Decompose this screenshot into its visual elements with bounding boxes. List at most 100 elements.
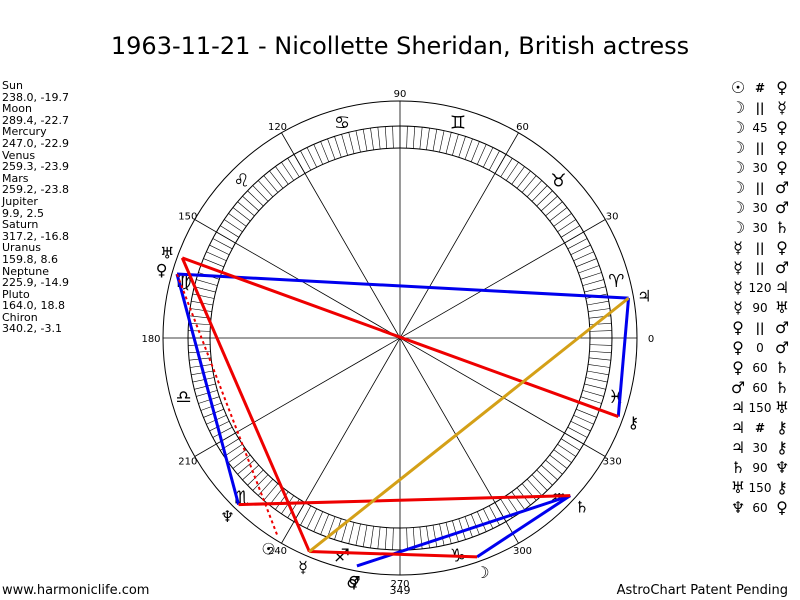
degree-tick [232, 454, 251, 469]
degree-label: 30 [606, 212, 619, 223]
zodiac-sign-icon: ♋ [334, 113, 350, 134]
planet-chiron-icon: ⚷ [627, 413, 639, 432]
aspect-symbol: || [755, 101, 765, 115]
aspect-planet1-icon: ☽ [730, 158, 746, 177]
aspect-planet2-icon: ♆ [774, 458, 790, 477]
position-value: 259.2, -23.8 [2, 183, 69, 197]
degree-tick [190, 308, 212, 312]
aspect-planet2-icon: ♅ [774, 298, 790, 317]
aspect-planet1-icon: ☽ [730, 178, 746, 197]
aspect-line [181, 256, 619, 418]
degree-tick [557, 219, 576, 233]
degree-tick [445, 132, 452, 154]
degree-tick [237, 201, 255, 217]
degree-tick [313, 144, 323, 165]
aspect-planet2-icon: ♄ [774, 218, 790, 237]
degree-tick [536, 469, 553, 486]
planet-venus-icon: ♀ [348, 573, 360, 592]
degree-tick [432, 129, 438, 151]
planet-uranus-icon: ♅ [160, 243, 174, 262]
aspect-row: ♀ 0 ♂ [728, 338, 800, 358]
degree-tick [511, 166, 525, 185]
aspect-planet1-icon: ♃ [730, 438, 746, 457]
planet-sun-icon: ☉ [261, 539, 275, 558]
aspect-row: ☽ || ☿ [728, 98, 800, 118]
degree-tick [257, 180, 274, 198]
position-value: 164.0, 18.8 [2, 299, 65, 313]
degree-tick [536, 190, 553, 207]
degree-label: 210 [178, 457, 197, 468]
degree-tick [242, 195, 260, 212]
aspect-line [176, 272, 629, 300]
degree-tick [412, 126, 416, 149]
degree-tick [545, 201, 563, 217]
aspect-planet2-icon: ♄ [774, 378, 790, 397]
degree-tick [587, 370, 609, 376]
degree-label: 300 [513, 546, 532, 557]
degree-tick [306, 147, 317, 168]
degree-tick [224, 219, 243, 233]
aspect-row: ♃ 30 ⚷ [728, 438, 800, 458]
position-value: 159.8, 8.6 [2, 252, 58, 266]
aspect-symbol: || [755, 181, 765, 195]
degree-tick [580, 396, 602, 404]
degree-tick [287, 158, 300, 178]
zodiac-sign-icon: ♊ [450, 113, 466, 134]
degree-tick [587, 300, 609, 306]
degree-tick [228, 213, 247, 227]
aspect-planet1-icon: ☉ [730, 78, 746, 97]
aspect-symbol: 60 [752, 361, 768, 375]
degree-tick [275, 166, 289, 185]
degree-label: 150 [178, 212, 197, 223]
aspect-planet2-icon: ♂ [774, 198, 790, 217]
aspect-line [308, 296, 630, 553]
degree-tick [355, 130, 361, 153]
aspect-symbol: 60 [752, 501, 768, 515]
aspect-planet1-icon: ♆ [730, 498, 746, 517]
degree-tick [540, 195, 558, 212]
degree-tick [242, 464, 260, 481]
aspect-row: ☉ # ♀ [728, 78, 800, 98]
degree-tick [341, 134, 348, 156]
position-name: Pluto [2, 287, 30, 301]
zodiac-sign-icon: ♌ [234, 171, 250, 192]
footer-website[interactable]: www.harmoniclife.com [2, 583, 150, 598]
degree-tick [488, 150, 500, 171]
degree-tick [348, 522, 355, 544]
aspect-row: ♃ # ⚷ [728, 418, 800, 438]
aspect-symbol: 120 [748, 281, 772, 295]
degree-tick [549, 454, 568, 469]
degree-label: 270 [390, 579, 409, 590]
degree-tick [313, 511, 323, 532]
position-value: 289.4, -22.7 [2, 113, 69, 127]
degree-tick [477, 511, 487, 532]
position-name: Saturn [2, 218, 39, 232]
degree-tick [500, 158, 513, 178]
degree-tick [505, 162, 519, 181]
aspect-planet2-icon: ☿ [777, 98, 787, 117]
aspect-row: ♂ 60 ♄ [728, 378, 800, 398]
degree-tick [306, 508, 317, 529]
degree-tick [483, 147, 494, 168]
aspect-row: ☽ 30 ♄ [728, 218, 800, 238]
aspect-symbol: 150 [748, 481, 772, 495]
aspect-line [175, 273, 240, 505]
degree-tick [553, 449, 572, 463]
degree-tick [432, 525, 438, 547]
aspect-symbol: || [755, 321, 765, 335]
degree-tick [224, 443, 243, 457]
position-name: Mercury [2, 125, 47, 139]
position-value: 340.2, -3.1 [2, 322, 62, 336]
chart-title: 1963-11-21 - Nicollette Sheridan, Britis… [110, 32, 690, 60]
degree-tick [570, 421, 591, 432]
degree-tick [341, 520, 348, 542]
planet-neptune-icon: ♆ [220, 507, 234, 526]
aspect-row: ♅ 150 ⚷ [728, 478, 800, 498]
aspect-row: ♀ 60 ♄ [728, 358, 800, 378]
aspect-planet2-icon: ♀ [776, 158, 788, 177]
degree-tick [192, 293, 215, 299]
degree-tick [464, 138, 473, 160]
aspect-planet1-icon: ♄ [730, 458, 746, 477]
degree-tick [209, 421, 230, 432]
degree-label: 180 [141, 334, 160, 345]
